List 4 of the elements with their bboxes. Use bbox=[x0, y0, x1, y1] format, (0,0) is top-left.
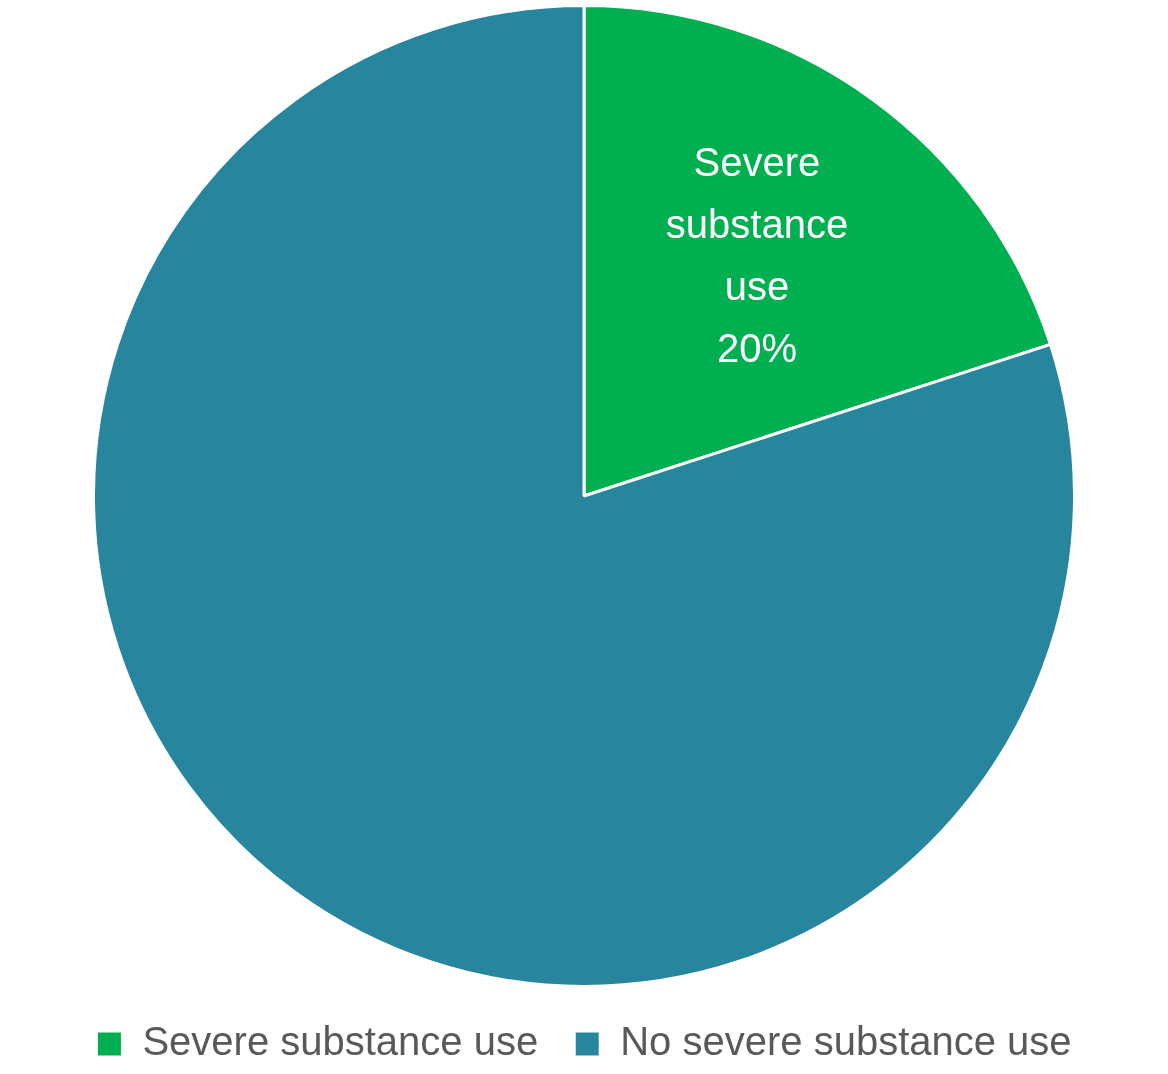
legend-label: Severe substance use bbox=[142, 1019, 539, 1064]
slice-label: Severe substance use bbox=[665, 139, 849, 308]
data-label: 20% bbox=[716, 325, 798, 370]
legend-label: No severe substance use bbox=[620, 1019, 1072, 1064]
